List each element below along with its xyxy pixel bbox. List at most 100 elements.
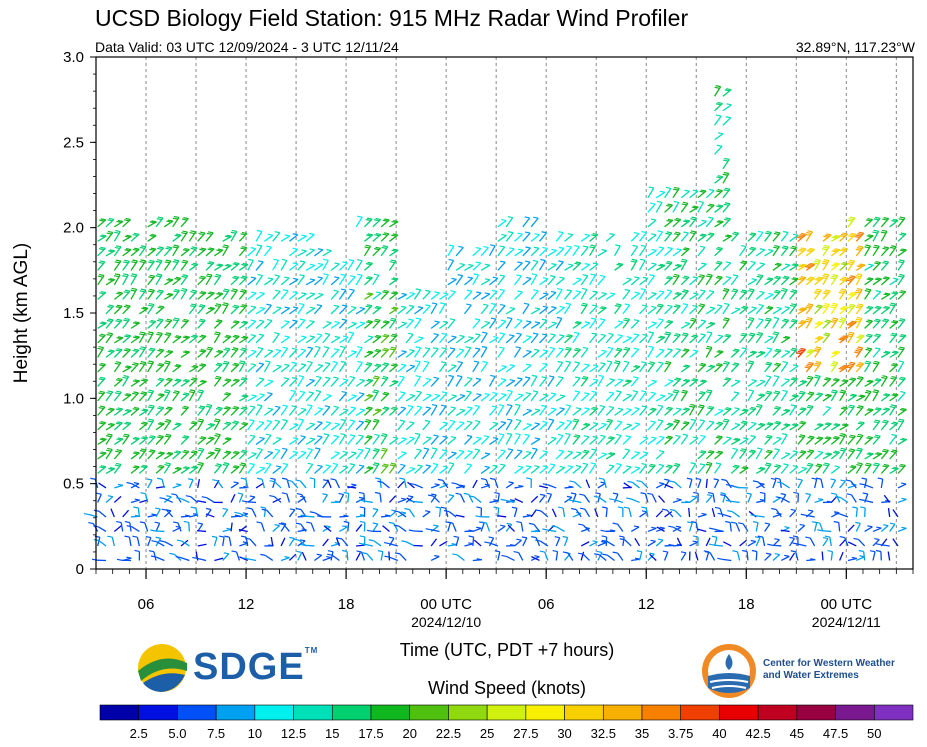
wind-barb-flag <box>823 235 829 238</box>
wind-barb-staff <box>330 362 339 373</box>
wind-barb-flag <box>757 535 763 538</box>
wind-barb-flag <box>122 435 129 438</box>
wind-barb-flag <box>717 362 723 366</box>
wind-barb-staff <box>163 319 173 329</box>
wind-barb-flag <box>674 463 680 466</box>
wind-barb-flag <box>366 351 372 354</box>
wind-barb-staff <box>772 465 782 474</box>
wind-barb-flag <box>867 319 873 322</box>
wind-barb-staff <box>163 361 171 373</box>
wind-barb-staff <box>238 232 248 242</box>
wind-barb-staff <box>863 551 866 561</box>
wind-barb-staff <box>388 347 397 358</box>
wind-barb-staff <box>347 486 357 489</box>
wind-barb-staff <box>572 466 582 474</box>
wind-barb-staff <box>580 348 589 358</box>
wind-barb-flag <box>791 278 797 281</box>
wind-barb-flag <box>890 377 896 380</box>
wind-barb-flag <box>715 277 722 280</box>
wind-barb-flag <box>458 449 465 453</box>
wind-barb-flag <box>814 348 820 351</box>
wind-barb-staff <box>839 513 849 518</box>
wind-barb-staff <box>530 438 541 445</box>
wind-barb-flag <box>100 362 106 366</box>
wind-barb-staff <box>639 391 647 402</box>
wind-barb-flag <box>159 497 165 500</box>
wind-barb-flag <box>681 258 687 261</box>
wind-barb-flag <box>148 261 154 264</box>
wind-barb-flag <box>182 407 188 410</box>
wind-barb-staff <box>138 289 147 300</box>
wind-barb-staff <box>714 528 724 533</box>
wind-barb-staff <box>772 437 782 445</box>
wind-barb-flag <box>200 275 206 278</box>
wind-barb-flag <box>900 463 906 466</box>
wind-barb-staff <box>280 260 288 271</box>
wind-barb-flag <box>174 379 180 382</box>
wind-barb-flag <box>576 277 582 280</box>
wind-barb-flag <box>173 259 179 262</box>
wind-barb-staff <box>664 262 673 271</box>
wind-barb-flag <box>658 290 665 293</box>
wind-barb-flag <box>749 233 755 236</box>
wind-barb-flag <box>562 535 568 539</box>
wind-barb-flag <box>459 394 465 397</box>
wind-barb-flag <box>683 365 689 368</box>
wind-barb-staff <box>497 493 500 503</box>
wind-barb-flag <box>423 360 430 363</box>
wind-barb-staff <box>647 203 656 213</box>
wind-barb-staff <box>280 420 289 431</box>
wind-barb-flag <box>365 407 372 410</box>
wind-barb-flag <box>484 292 490 295</box>
wind-barb-staff <box>497 261 506 271</box>
wind-barb-staff <box>672 305 681 315</box>
wind-barb-staff <box>447 245 455 257</box>
wind-barb-staff <box>655 362 664 373</box>
wind-barb-flag <box>232 263 238 266</box>
wind-barb-staff <box>372 349 382 358</box>
wind-barb-flag <box>732 465 738 469</box>
wind-barb-flag <box>859 498 865 501</box>
wind-barb-staff <box>647 293 657 300</box>
wind-barb-staff <box>797 467 808 474</box>
wind-barb-flag <box>276 437 282 440</box>
wind-barb-staff <box>622 290 631 300</box>
wind-barb-staff <box>697 263 707 271</box>
wind-barb-flag <box>174 423 180 426</box>
wind-barb-flag <box>226 437 232 440</box>
wind-barb-flag <box>821 306 828 309</box>
wind-barb-staff <box>622 466 632 474</box>
wind-barb-flag <box>175 378 182 381</box>
wind-barb-staff <box>472 479 478 489</box>
wind-barb-staff <box>772 479 777 489</box>
wind-barb-flag <box>435 506 441 509</box>
wind-barb-staff <box>459 494 466 503</box>
wind-barb-flag <box>799 422 805 425</box>
wind-barb-flag <box>351 350 357 353</box>
wind-barb-flag <box>608 453 614 456</box>
wind-barb-flag <box>632 390 638 393</box>
wind-barb-staff <box>547 493 553 503</box>
wind-barb-flag <box>765 232 771 235</box>
wind-barb-flag <box>873 320 880 323</box>
wind-barb-flag <box>898 261 904 264</box>
wind-barb-staff <box>230 494 236 503</box>
wind-barb-staff <box>438 348 448 358</box>
wind-barb-staff <box>455 349 465 358</box>
wind-barb-staff <box>305 293 316 300</box>
wind-barb-flag <box>706 345 713 348</box>
wind-barb-flag <box>784 526 790 529</box>
wind-barb-flag <box>416 390 422 393</box>
wind-barb-staff <box>422 348 431 358</box>
wind-barb-flag <box>249 419 255 422</box>
wind-barb-staff <box>655 264 666 271</box>
wind-barb-flag <box>481 345 488 349</box>
wind-barb-flag <box>467 406 473 409</box>
wind-barb-flag <box>191 335 197 339</box>
wind-barb-staff <box>439 293 449 300</box>
wind-barb-staff <box>230 482 239 489</box>
wind-barb-flag <box>164 435 170 438</box>
wind-barb-staff <box>331 554 340 561</box>
wind-barb-staff <box>286 493 291 503</box>
wind-barb-flag <box>246 507 253 510</box>
